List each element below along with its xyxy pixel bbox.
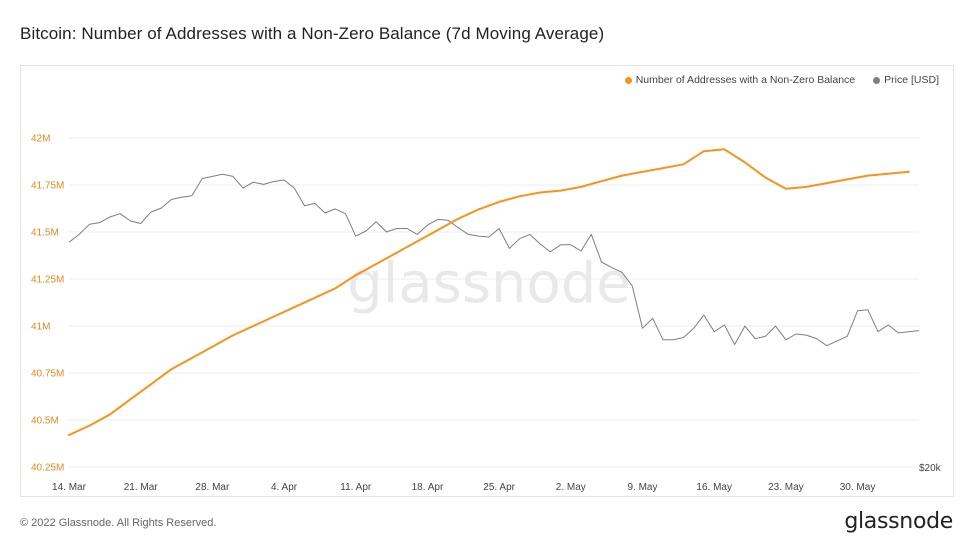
y-tick-label: 41.5M	[31, 228, 59, 239]
x-tick-label: 30. May	[840, 482, 876, 493]
page-title: Bitcoin: Number of Addresses with a Non-…	[20, 24, 605, 43]
legend-dot-addresses	[624, 76, 632, 84]
line-chart: 40.25M 40.5M 40.75M 41M 41.25M 41.5M 41.75M 42M…	[31, 134, 942, 494]
y-tick-label: 40.75M	[31, 369, 64, 380]
y-tick-label: 41.25M	[31, 275, 64, 286]
legend-item-addresses[interactable]: Number of Addresses with a Non-Zero Bala…	[624, 74, 856, 86]
legend-item-price[interactable]: Price [USD]	[873, 74, 939, 86]
series-line-addresses	[68, 148, 910, 436]
glassnode-logo[interactable]: glassnode	[844, 509, 953, 534]
legend-label-addresses: Number of Addresses with a Non-Zero Bala…	[635, 74, 856, 86]
x-tick-label: 21. Mar	[124, 482, 159, 493]
chart-legend: Number of Addresses with a Non-Zero Bala…	[624, 74, 939, 86]
x-tick-label: 14. Mar	[52, 482, 87, 493]
y-right-tick-label: $20k	[919, 463, 942, 474]
series-line-price	[68, 173, 920, 347]
legend-dot-price	[873, 76, 881, 84]
y-tick-label: 40.25M	[31, 463, 64, 474]
x-tick-label: 18. Apr	[412, 482, 444, 493]
x-tick-label: 11. Apr	[340, 482, 372, 493]
x-tick-label: 9. May	[627, 482, 657, 493]
y-tick-label: 41M	[31, 322, 50, 333]
chart-panel: Number of Addresses with a Non-Zero Bala…	[20, 65, 954, 497]
watermark-text: glassnode	[347, 251, 631, 316]
copyright-text: © 2022 Glassnode. All Rights Reserved.	[20, 517, 217, 529]
x-tick-label: 28. Mar	[195, 482, 230, 493]
y-tick-label: 40.5M	[31, 416, 59, 427]
x-tick-label: 4. Apr	[271, 482, 298, 493]
x-tick-label: 16. May	[696, 482, 732, 493]
y-tick-label: 42M	[31, 134, 50, 145]
x-tick-label: 23. May	[768, 482, 804, 493]
y-tick-label: 41.75M	[31, 181, 64, 192]
x-tick-label: 25. Apr	[483, 482, 515, 493]
legend-label-price: Price [USD]	[884, 74, 939, 86]
x-tick-label: 2. May	[556, 482, 586, 493]
